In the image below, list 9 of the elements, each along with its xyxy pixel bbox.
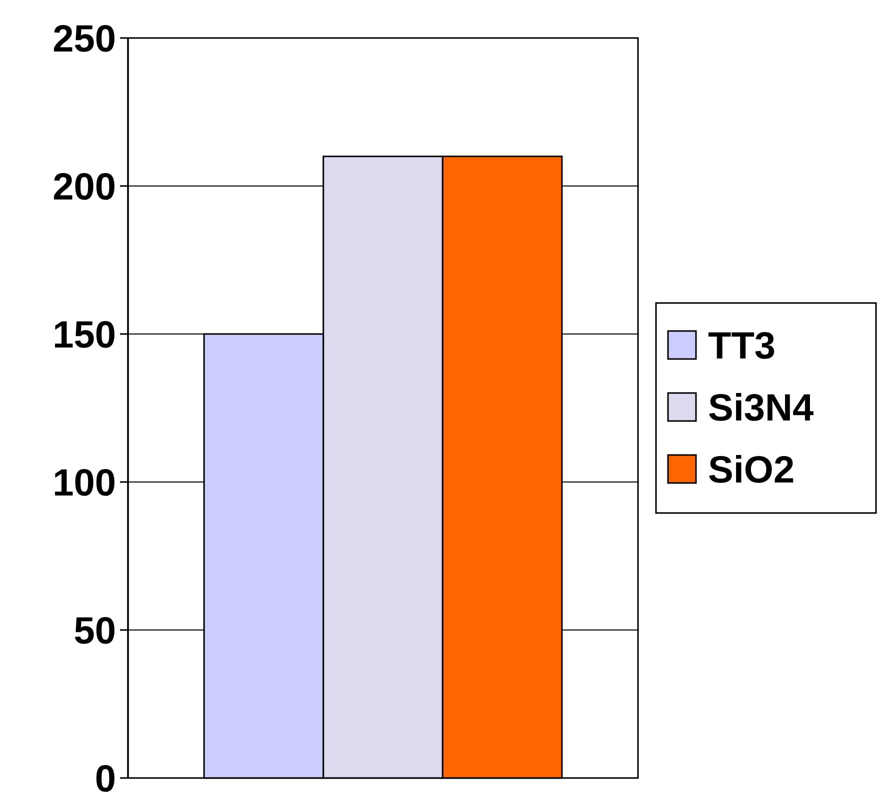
y-tick-label: 100 (52, 462, 116, 504)
legend-label: Si3N4 (708, 387, 814, 430)
y-tick-label: 200 (52, 166, 116, 208)
y-tick-label: 50 (74, 610, 116, 652)
y-tick-label: 0 (94, 758, 116, 800)
y-tick-label: 150 (52, 314, 116, 356)
legend-label: SiO2 (708, 449, 795, 492)
legend-label: TT3 (708, 325, 776, 368)
y-tick-label: 250 (52, 18, 116, 60)
